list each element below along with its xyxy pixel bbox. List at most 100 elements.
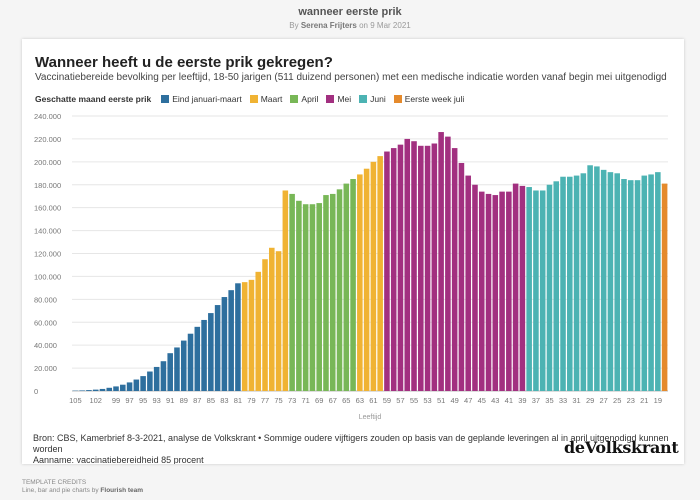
bar[interactable] bbox=[248, 279, 255, 391]
bar[interactable] bbox=[587, 165, 593, 391]
bar[interactable] bbox=[465, 175, 471, 391]
credits-author[interactable]: Flourish team bbox=[100, 487, 144, 494]
bar[interactable] bbox=[269, 247, 275, 391]
y-tick-label: 160.000 bbox=[34, 204, 61, 213]
bar[interactable] bbox=[478, 191, 485, 391]
legend-item-eerste-week-juli[interactable]: Eerste week juli bbox=[393, 94, 464, 104]
bar[interactable] bbox=[86, 390, 92, 391]
bar[interactable] bbox=[594, 166, 600, 391]
bar[interactable] bbox=[92, 389, 99, 391]
bar[interactable] bbox=[573, 175, 580, 391]
bar[interactable] bbox=[451, 148, 458, 391]
bar[interactable] bbox=[546, 184, 553, 391]
bar[interactable] bbox=[255, 271, 262, 391]
bar[interactable] bbox=[241, 282, 248, 391]
bar[interactable] bbox=[580, 173, 587, 391]
bar[interactable] bbox=[336, 189, 343, 391]
bar[interactable] bbox=[641, 175, 648, 391]
legend-item-juni[interactable]: Juni bbox=[359, 94, 386, 104]
bar[interactable] bbox=[350, 179, 356, 391]
x-tick-label: 25 bbox=[613, 396, 621, 405]
bar[interactable] bbox=[147, 371, 153, 391]
bar[interactable] bbox=[357, 174, 363, 391]
bar[interactable] bbox=[567, 176, 573, 391]
bar[interactable] bbox=[418, 145, 424, 391]
bar[interactable] bbox=[174, 347, 180, 391]
bar[interactable] bbox=[99, 388, 106, 391]
bar[interactable] bbox=[553, 181, 560, 391]
bar[interactable] bbox=[438, 132, 444, 391]
bar[interactable] bbox=[160, 361, 167, 391]
bar[interactable] bbox=[275, 251, 282, 391]
bar[interactable] bbox=[208, 313, 214, 391]
bar[interactable] bbox=[512, 183, 519, 391]
bar[interactable] bbox=[621, 179, 627, 391]
bar[interactable] bbox=[560, 176, 566, 391]
bar[interactable] bbox=[316, 203, 322, 391]
bar[interactable] bbox=[539, 190, 546, 391]
bar[interactable] bbox=[120, 384, 126, 391]
volkskrant-logo: deVolkskrant bbox=[564, 438, 679, 457]
bar[interactable] bbox=[627, 180, 634, 391]
bar[interactable] bbox=[485, 193, 492, 391]
bar[interactable] bbox=[600, 169, 607, 391]
legend-item-maart[interactable]: Maart bbox=[249, 94, 282, 104]
bar[interactable] bbox=[390, 148, 397, 391]
bar[interactable] bbox=[180, 340, 187, 391]
bar[interactable] bbox=[458, 162, 465, 391]
bar[interactable] bbox=[661, 183, 668, 391]
bar[interactable] bbox=[404, 138, 411, 391]
bar[interactable] bbox=[126, 382, 133, 391]
bar[interactable] bbox=[302, 204, 309, 391]
bar[interactable] bbox=[113, 386, 119, 391]
x-tick-label: 47 bbox=[464, 396, 472, 405]
bar[interactable] bbox=[607, 172, 614, 391]
bar[interactable] bbox=[167, 353, 173, 391]
bar[interactable] bbox=[424, 145, 431, 391]
bar[interactable] bbox=[506, 191, 512, 391]
bar[interactable] bbox=[526, 187, 532, 391]
bar[interactable] bbox=[309, 204, 316, 391]
bar[interactable] bbox=[614, 173, 620, 391]
bar[interactable] bbox=[634, 180, 641, 391]
bar[interactable] bbox=[384, 151, 390, 391]
bar[interactable] bbox=[221, 297, 228, 391]
bar[interactable] bbox=[289, 193, 295, 391]
bar[interactable] bbox=[329, 193, 336, 391]
bar[interactable] bbox=[377, 156, 383, 391]
bar[interactable] bbox=[472, 184, 478, 391]
bar[interactable] bbox=[397, 144, 404, 391]
legend-item-april[interactable]: April bbox=[290, 94, 318, 104]
bar[interactable] bbox=[431, 143, 438, 392]
bar[interactable] bbox=[214, 305, 221, 391]
bar[interactable] bbox=[194, 326, 201, 391]
bar[interactable] bbox=[296, 200, 302, 391]
bar[interactable] bbox=[106, 387, 113, 391]
bar[interactable] bbox=[445, 136, 451, 391]
bar[interactable] bbox=[533, 190, 539, 391]
x-tick-label: 105 bbox=[69, 396, 82, 405]
bar[interactable] bbox=[411, 141, 417, 391]
bar[interactable] bbox=[262, 259, 268, 391]
bar[interactable] bbox=[235, 283, 241, 391]
bar[interactable] bbox=[140, 376, 146, 391]
bar[interactable] bbox=[343, 183, 350, 391]
bar[interactable] bbox=[282, 190, 289, 391]
bar[interactable] bbox=[492, 195, 499, 391]
bar[interactable] bbox=[133, 379, 140, 391]
bar[interactable] bbox=[187, 333, 194, 391]
bar[interactable] bbox=[370, 161, 377, 391]
bar[interactable] bbox=[655, 172, 661, 391]
bar[interactable] bbox=[228, 290, 234, 391]
bar[interactable] bbox=[153, 366, 160, 391]
legend-item-eind-januari-maart[interactable]: Eind januari-maart bbox=[161, 94, 242, 104]
bar[interactable] bbox=[201, 319, 207, 391]
bar[interactable] bbox=[79, 390, 85, 391]
bar[interactable] bbox=[323, 195, 329, 391]
legend-item-mei[interactable]: Mei bbox=[326, 94, 351, 104]
bar[interactable] bbox=[499, 191, 505, 391]
byline-author[interactable]: Serena Frijters bbox=[300, 21, 357, 30]
bar[interactable] bbox=[648, 174, 654, 391]
bar[interactable] bbox=[363, 168, 370, 391]
bar[interactable] bbox=[519, 185, 526, 391]
